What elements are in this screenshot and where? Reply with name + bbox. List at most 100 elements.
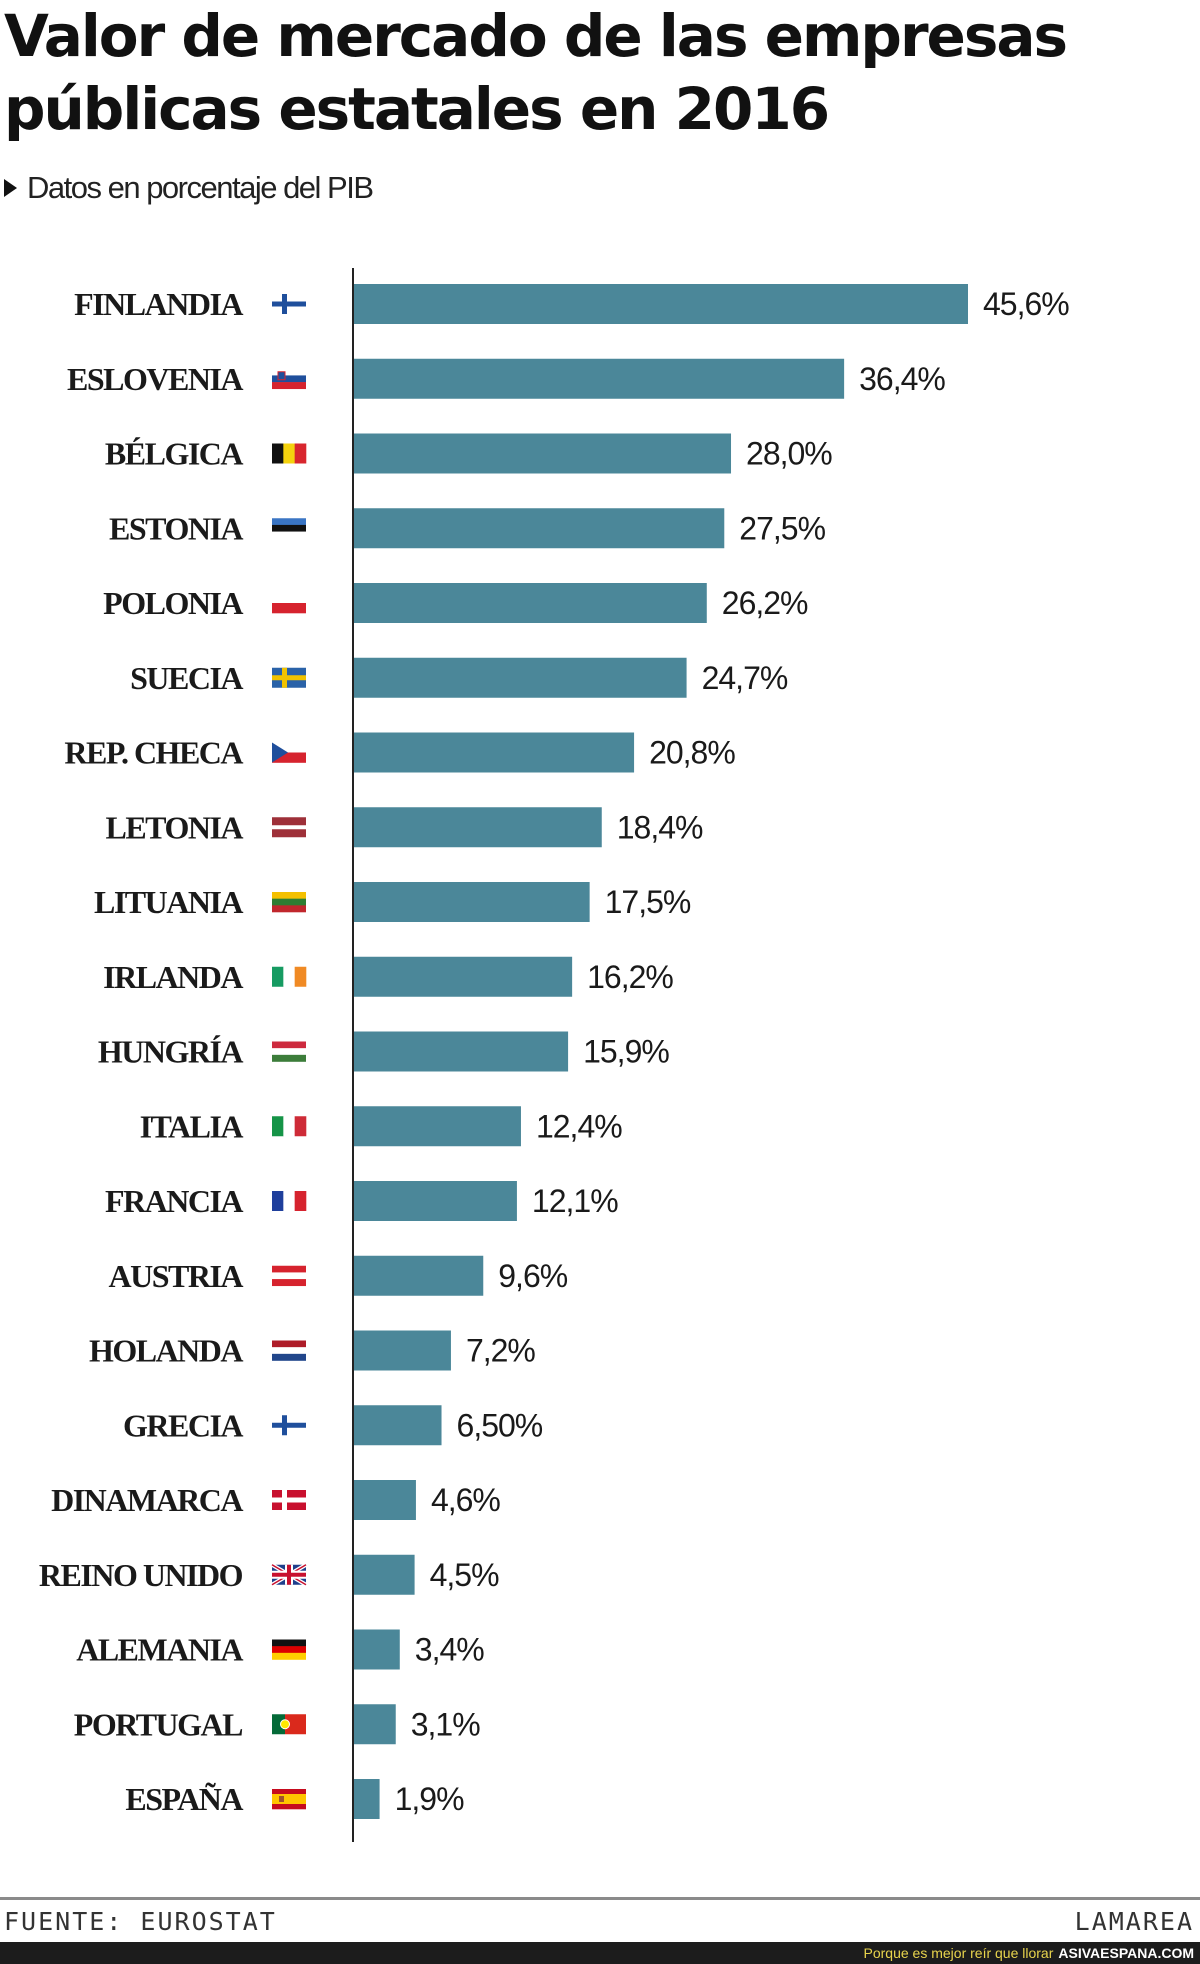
portugal-flag-icon bbox=[272, 1714, 306, 1735]
publisher-brand: LAMAREA bbox=[1074, 1907, 1194, 1936]
category-label: ESPAÑA bbox=[125, 1781, 243, 1817]
spain-flag-icon bbox=[272, 1789, 306, 1810]
bar-row-letonia: LETONIA 18,4% bbox=[105, 807, 704, 848]
bar bbox=[354, 433, 732, 474]
ireland-flag-icon bbox=[272, 966, 307, 987]
bar-row-hungr-a: HUNGRÍA 15,9% bbox=[98, 1031, 670, 1072]
subtitle-row: Datos en porcentaje del PIB bbox=[4, 166, 374, 210]
denmark-flag-icon bbox=[272, 1490, 306, 1510]
category-label: BÉLGICA bbox=[105, 436, 243, 472]
bar bbox=[354, 1031, 569, 1072]
bar-chart: FINLANDIA 45,6% ESLOVENIA 36,4% BÉLGICA 28,0%… bbox=[39, 268, 1070, 1842]
italy-flag-icon bbox=[272, 1116, 307, 1137]
bar bbox=[354, 657, 687, 698]
bar bbox=[354, 1629, 400, 1670]
watermark-site[interactable]: ASIVAESPANA.COM bbox=[1058, 1945, 1194, 1961]
chart-subtitle: Datos en porcentaje del PIB bbox=[27, 170, 374, 205]
value-label: 12,4% bbox=[536, 1108, 622, 1144]
bar-row-finlandia: FINLANDIA 45,6% bbox=[74, 284, 1070, 324]
belgium-flag-icon bbox=[272, 443, 307, 464]
netherlands-flag-icon bbox=[272, 1340, 306, 1361]
category-label: LETONIA bbox=[105, 809, 243, 845]
value-label: 45,6% bbox=[983, 286, 1069, 322]
bar-row-alemania: ALEMANIA 3,4% bbox=[76, 1629, 485, 1670]
chart-title: Valor de mercado de las empresas pública… bbox=[4, 2, 1068, 143]
bar-row-b-lgica: BÉLGICA 28,0% bbox=[105, 433, 833, 474]
czech-flag-icon bbox=[272, 742, 306, 763]
watermark-bar: Porque es mejor reír que llorar ASIVAESP… bbox=[0, 1942, 1200, 1964]
bar-row-suecia: SUECIA 24,7% bbox=[130, 657, 789, 698]
category-label: FRANCIA bbox=[105, 1183, 243, 1219]
bar bbox=[354, 956, 573, 997]
poland-flag-icon bbox=[272, 593, 306, 614]
category-label: AUSTRIA bbox=[108, 1258, 243, 1294]
bar bbox=[354, 1704, 396, 1745]
bar bbox=[354, 1779, 380, 1819]
bar-row-italia: ITALIA 12,4% bbox=[140, 1106, 623, 1147]
bar bbox=[354, 508, 725, 549]
value-label: 3,1% bbox=[411, 1706, 480, 1742]
footer-divider bbox=[0, 1897, 1200, 1900]
bar bbox=[354, 583, 707, 623]
bar-row-polonia: POLONIA 26,2% bbox=[103, 583, 809, 623]
slovenia-flag-icon bbox=[272, 368, 306, 390]
category-label: PORTUGAL bbox=[74, 1706, 242, 1742]
finland-flag-icon bbox=[272, 294, 306, 314]
bar bbox=[354, 1106, 521, 1147]
bar bbox=[354, 1181, 517, 1221]
value-label: 28,0% bbox=[746, 436, 832, 472]
bar bbox=[354, 732, 635, 773]
bar bbox=[354, 1255, 484, 1296]
value-label: 36,4% bbox=[859, 361, 945, 397]
bar-row-eslovenia: ESLOVENIA 36,4% bbox=[67, 358, 946, 399]
bar-row-rep-checa: REP. CHECA 20,8% bbox=[64, 732, 736, 773]
sweden-flag-icon bbox=[272, 667, 306, 688]
category-label: IRLANDA bbox=[103, 959, 243, 995]
watermark-tagline: Porque es mejor reír que llorar bbox=[863, 1945, 1054, 1961]
bar-row-portugal: PORTUGAL 3,1% bbox=[74, 1704, 481, 1745]
category-label: SUECIA bbox=[130, 660, 243, 696]
value-label: 24,7% bbox=[702, 660, 788, 696]
value-label: 1,9% bbox=[395, 1781, 464, 1817]
estonia-flag-icon bbox=[272, 518, 306, 539]
bar bbox=[354, 358, 845, 399]
category-label: HOLANDA bbox=[89, 1333, 243, 1369]
france-flag-icon bbox=[272, 1191, 307, 1211]
bar bbox=[354, 882, 590, 922]
bar-row-lituania: LITUANIA 17,5% bbox=[94, 882, 692, 922]
play-arrow-icon bbox=[4, 179, 17, 197]
category-label: ESTONIA bbox=[109, 510, 243, 546]
category-label: REP. CHECA bbox=[64, 735, 243, 771]
bar-row-espa-a: ESPAÑA 1,9% bbox=[125, 1779, 465, 1819]
category-label: POLONIA bbox=[103, 585, 243, 621]
category-label: REINO UNIDO bbox=[39, 1557, 243, 1593]
category-label: HUNGRÍA bbox=[98, 1034, 244, 1070]
category-label: ITALIA bbox=[140, 1108, 244, 1144]
bar-row-austria: AUSTRIA 9,6% bbox=[108, 1255, 569, 1296]
chart-rows: FINLANDIA 45,6% ESLOVENIA 36,4% BÉLGICA 28,0%… bbox=[39, 284, 1070, 1819]
germany-flag-icon bbox=[272, 1639, 306, 1660]
bar-row-reino-unido: REINO UNIDO 4,5% bbox=[39, 1554, 500, 1595]
value-label: 7,2% bbox=[466, 1333, 535, 1369]
bar bbox=[354, 1405, 442, 1446]
value-label: 26,2% bbox=[722, 585, 808, 621]
value-label: 3,4% bbox=[415, 1632, 484, 1668]
category-label: FINLANDIA bbox=[74, 286, 243, 322]
bar-row-francia: FRANCIA 12,1% bbox=[105, 1181, 619, 1221]
austria-flag-icon bbox=[272, 1265, 306, 1287]
bar bbox=[354, 1554, 415, 1595]
bar bbox=[354, 1480, 416, 1520]
bar-row-holanda: HOLANDA 7,2% bbox=[89, 1330, 536, 1371]
bar bbox=[354, 807, 602, 848]
value-label: 20,8% bbox=[649, 735, 735, 771]
greece-flag-icon bbox=[272, 1415, 306, 1436]
bar-row-irlanda: IRLANDA 16,2% bbox=[103, 956, 674, 997]
uk-flag-icon bbox=[270, 1563, 308, 1587]
value-label: 4,6% bbox=[431, 1482, 500, 1518]
value-label: 17,5% bbox=[605, 884, 691, 920]
latvia-flag-icon bbox=[272, 817, 306, 838]
value-label: 15,9% bbox=[583, 1034, 669, 1070]
source-note: FUENTE: EUROSTAT bbox=[4, 1907, 277, 1936]
value-label: 4,5% bbox=[430, 1557, 499, 1593]
bar bbox=[354, 284, 968, 324]
